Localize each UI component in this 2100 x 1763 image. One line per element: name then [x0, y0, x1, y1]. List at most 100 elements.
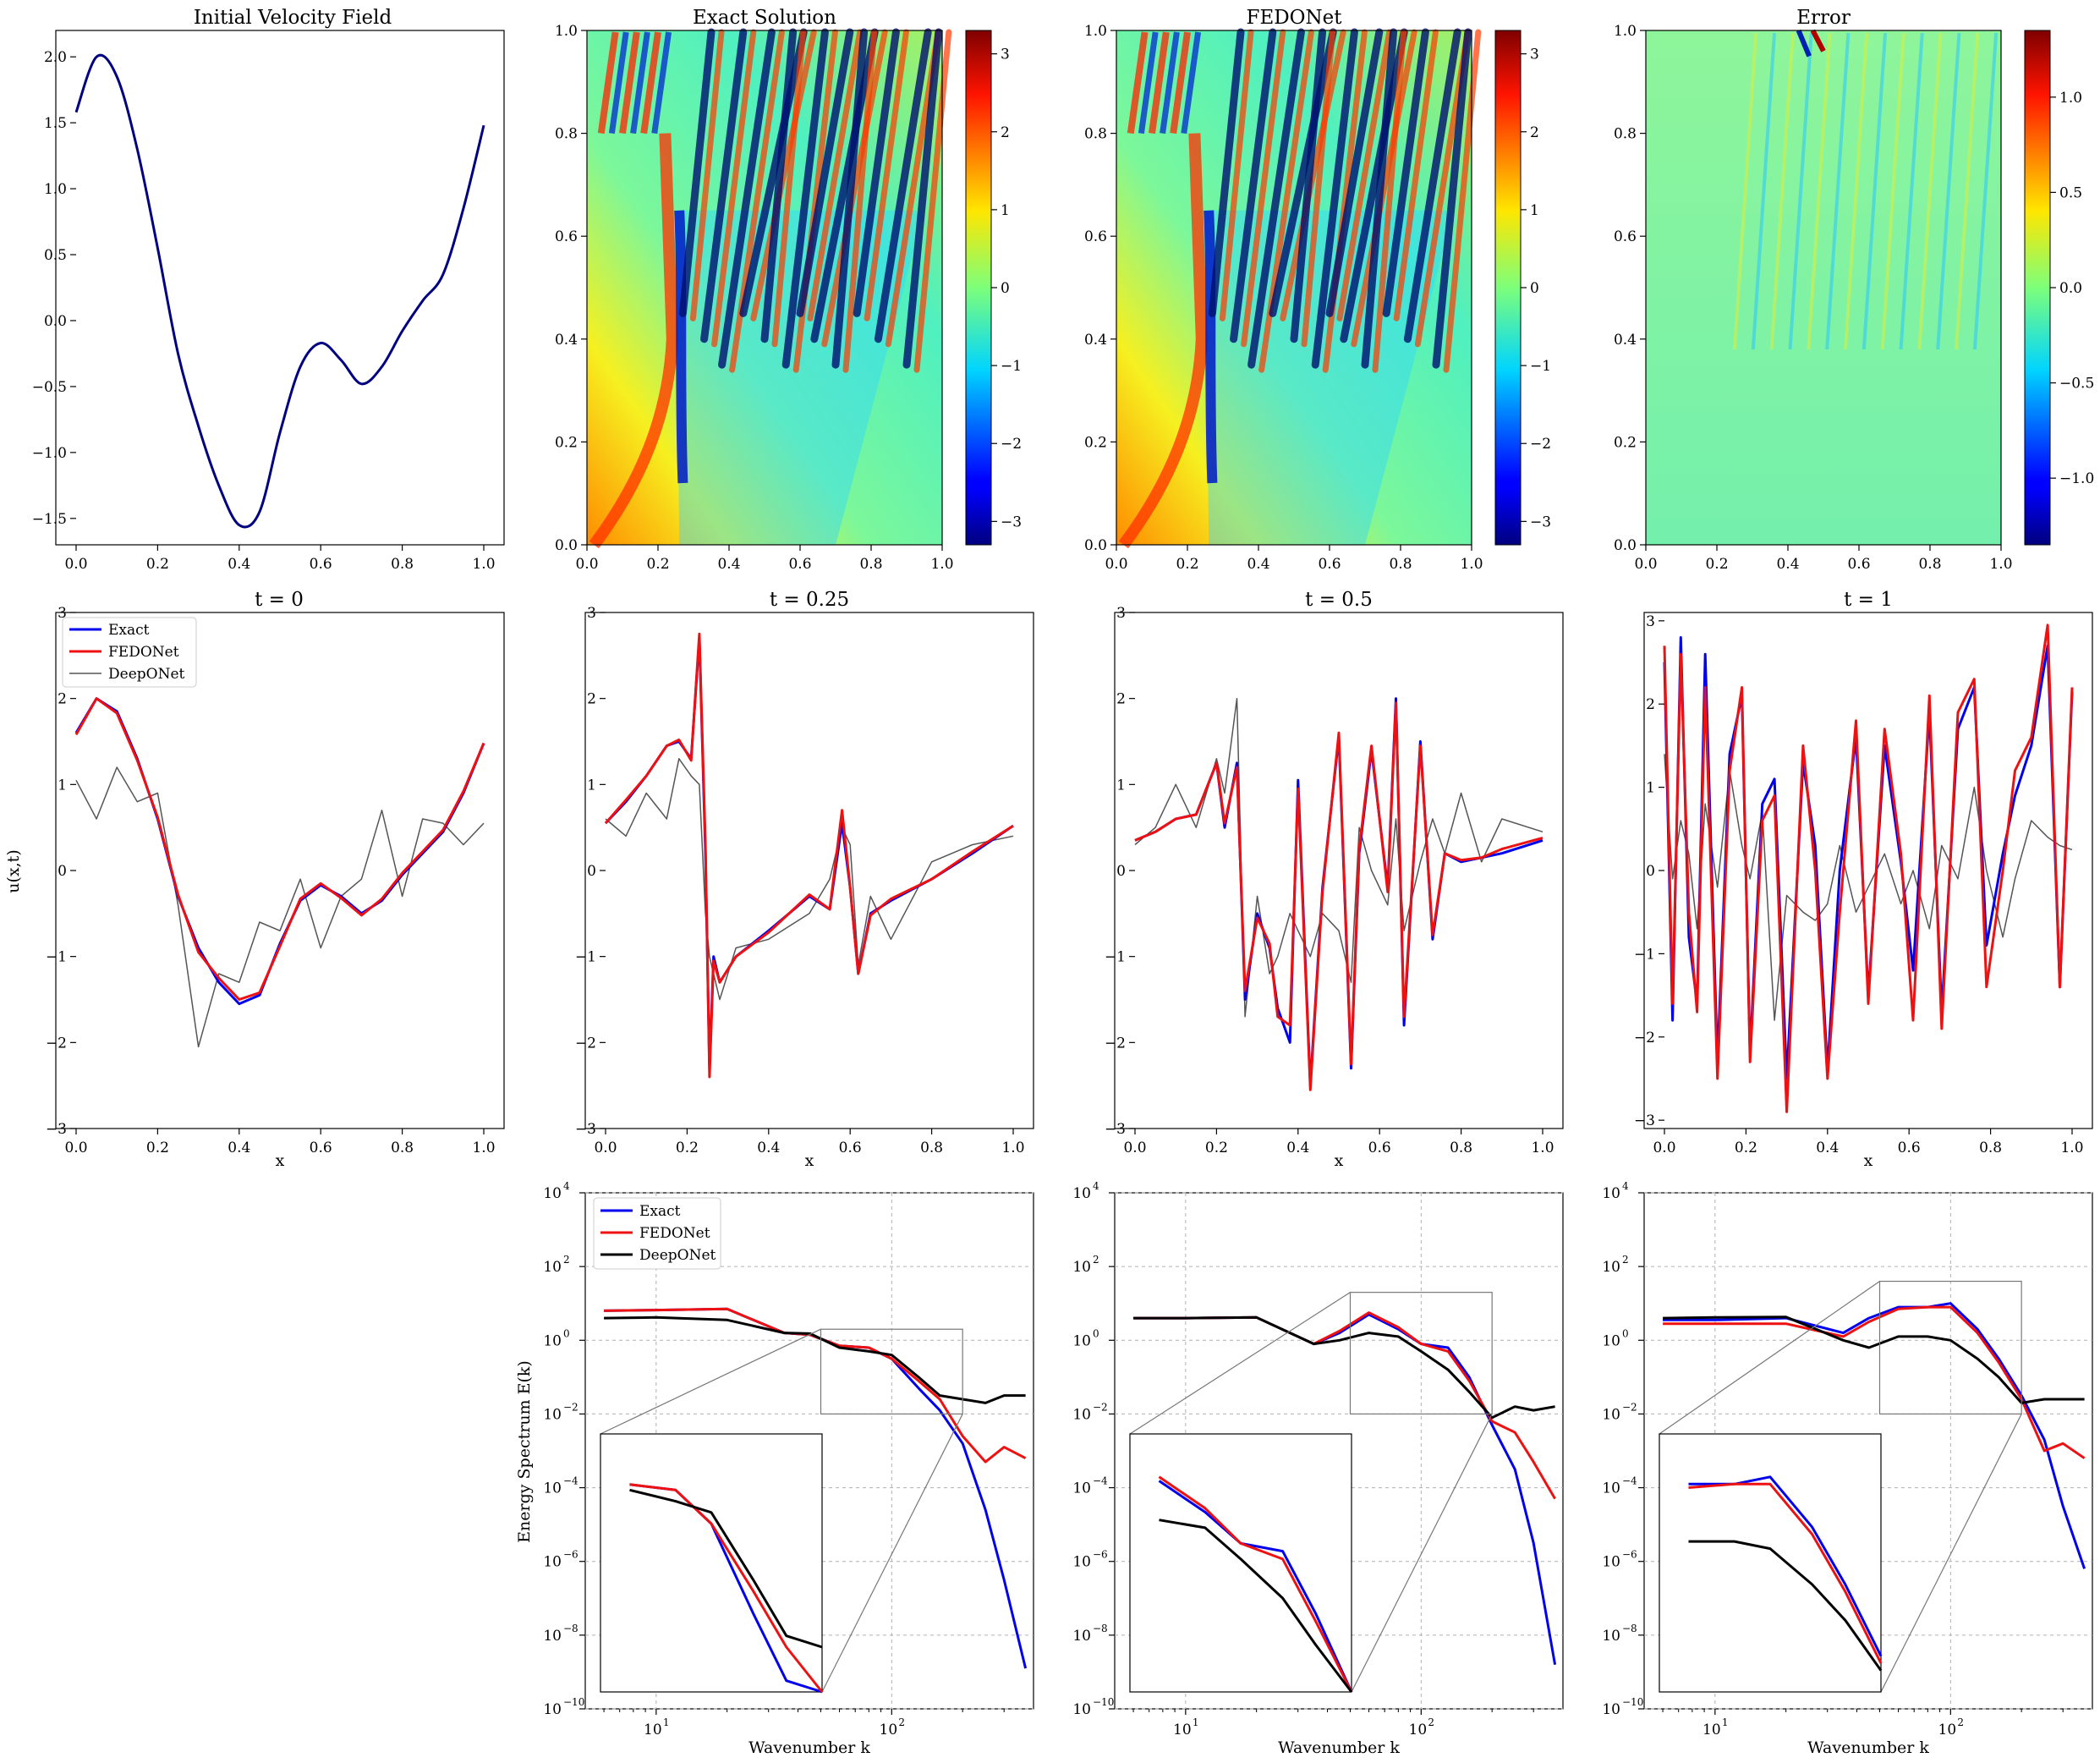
heatmap-xtick-label: 1.0 [1989, 556, 2012, 573]
snapshot-ytick-label: 0 [1116, 863, 1126, 880]
error-streak [1880, 32, 1905, 350]
heatmap-streak-blue [678, 28, 716, 317]
error-heatmap: Error 0.0 0.2 0.4 0.6 0.8 1.0 0.0 0.2 0.4 0.6 0.8 1… [1614, 7, 2094, 573]
legend-box [593, 1197, 721, 1270]
colorbar-gradient [965, 30, 992, 546]
heatmap-ytick-label: 1.0 [555, 23, 578, 40]
spectrum-ytick-label: 10 [1602, 1259, 1620, 1276]
heatmap-ytick-label: 0.0 [555, 537, 578, 554]
snapshot-ytick-label: 3 [1646, 613, 1655, 630]
inset-exact-spectrum [1158, 1480, 1353, 1693]
init-ytick-label: −0.5 [32, 379, 67, 396]
colorbar-tick-label: −1.0 [2059, 470, 2094, 487]
spectrum-ytick-label: 10 [543, 1259, 562, 1276]
spectrum-ytick-exponent: −8 [1622, 1623, 1637, 1634]
zoom-region-box [1878, 1280, 2022, 1415]
heatmap-xtick-label: 0.4 [1247, 556, 1269, 573]
spectrum-ytick-exponent: 2 [1622, 1254, 1629, 1266]
error-streak [1769, 32, 1795, 350]
title-exact-solution: Exact Solution [693, 7, 836, 29]
heatmap-streak-red [1149, 31, 1170, 135]
plot-frame [584, 612, 1034, 1129]
inset-deeponet-spectrum [629, 1488, 823, 1649]
inset-fedonet-spectrum [1158, 1475, 1353, 1693]
heatmap-streak-red [619, 31, 640, 135]
snapshot-ytick-label: 0 [1646, 863, 1655, 880]
series-deeponet-spectrum [1663, 1315, 2085, 1404]
heatmap-ytick-label: 0.0 [1614, 537, 1637, 554]
legend-label-exact: Exact [639, 1203, 681, 1220]
error-streak [1807, 32, 1832, 350]
heatmap-streak-red [750, 29, 817, 321]
heatmap-ytick-label: 0.6 [555, 228, 578, 245]
init-ytick-label: 1.5 [44, 115, 67, 132]
series-deeponet-line [605, 758, 1014, 1001]
colorbar-tick-label: 0 [1530, 280, 1539, 297]
heatmap-streak-red [771, 29, 807, 348]
heatmap-streak-red [913, 29, 952, 373]
plot-frame [1116, 30, 1472, 546]
heatmap-shock-red [589, 133, 678, 549]
spectrum-ytick-exponent: −6 [1093, 1549, 1108, 1561]
spectrum-ytick-exponent: 4 [1622, 1180, 1629, 1192]
spectrum-ytick-exponent: 0 [563, 1327, 570, 1339]
heatmap-field [1116, 28, 1482, 549]
snapshot-ytick-label: −1 [46, 949, 67, 966]
snapshot-xtick-label: 0.8 [1979, 1140, 2002, 1156]
heatmap-streak-blue [760, 28, 798, 343]
snapshot-t05-chart: t = 0.5 0.0 0.2 0.4 0.6 0.8 1.0 −3 −2 −1 0 1 2 3 x [1105, 589, 1564, 1170]
spectrum-ytick-label: 10 [1072, 1628, 1091, 1645]
spectrum-ytick-exponent: −4 [1093, 1475, 1108, 1487]
spectrum-ytick-exponent: −10 [563, 1696, 584, 1708]
title-t05: t = 0.5 [1305, 589, 1373, 611]
error-streak [1844, 32, 1869, 350]
heatmap-streak-blue [630, 31, 650, 135]
zoom-region-box [820, 1328, 963, 1415]
heatmap-streak-red [711, 29, 757, 348]
heatmap-xtick-label: 0.4 [1776, 556, 1799, 573]
spectrum-ytick-label: 10 [1072, 1701, 1091, 1718]
heatmap-streak-blue [739, 28, 808, 317]
spectrum-xtick-label: 10 [1938, 1722, 1957, 1738]
snapshot-ytick-label: 0 [58, 863, 67, 880]
initial-velocity-chart: Initial Velocity Field 0.0 0.2 0.4 0.6 0.8 1.… [32, 7, 505, 573]
title-fedonet: FEDONet [1246, 7, 1342, 29]
heatmap-streak-blue [608, 31, 629, 135]
error-streak [1810, 29, 1826, 52]
exact-solution-heatmap: Exact Solution 0.0 0.2 0.4 0.6 0.8 1.00.00.20… [555, 7, 1022, 573]
error-streak [1861, 32, 1888, 350]
init-xtick-label: 0.4 [228, 556, 250, 573]
init-xtick-label: 0.8 [391, 556, 414, 573]
axes: 0.0 0.2 0.4 0.6 0.8 1.0 −3 −2 −1 0 1 2 3 [575, 605, 1025, 1156]
heatmap-streak-blue [700, 28, 748, 343]
colorbar-gradient [1494, 30, 1522, 546]
snapshot-xtick-label: 0.6 [1898, 1140, 1921, 1156]
heatmap-streak-red [689, 29, 725, 321]
heatmap-streak-blue [1325, 28, 1384, 317]
snapshot-xtick-label: 0.8 [391, 1140, 414, 1156]
series-fedonet-spectrum [1663, 1305, 2086, 1459]
inset-frame [600, 1433, 823, 1693]
snapshot-xtick-label: 0.6 [839, 1140, 862, 1156]
xlabel: Wavenumber k [1278, 1738, 1400, 1757]
zoom-connector [1659, 1281, 1880, 1435]
snapshot-xtick-label: 0.6 [310, 1140, 332, 1156]
series-fedonet-line [74, 697, 485, 1001]
heatmap-streak-blue [831, 28, 869, 369]
spectrum-ytick-label: 10 [543, 1332, 562, 1349]
snapshot-ytick-label: −1 [1634, 946, 1655, 963]
error-streak [1972, 32, 1999, 350]
colorbar-tick-label: 0.0 [2059, 280, 2082, 297]
series-deeponet-line [75, 766, 485, 1048]
zoom-connector [600, 1328, 821, 1435]
snapshot-ytick-label: 1 [587, 777, 596, 794]
spectrum-xtick-exponent: 1 [1722, 1716, 1729, 1728]
heatmap-streak-red [1127, 31, 1149, 135]
ylabel: Energy Spectrum E(k) [515, 1360, 534, 1543]
spectrum-xtick-label: 10 [1702, 1722, 1721, 1738]
spectrum-xtick-label: 10 [880, 1722, 898, 1738]
legend-box [62, 617, 197, 688]
